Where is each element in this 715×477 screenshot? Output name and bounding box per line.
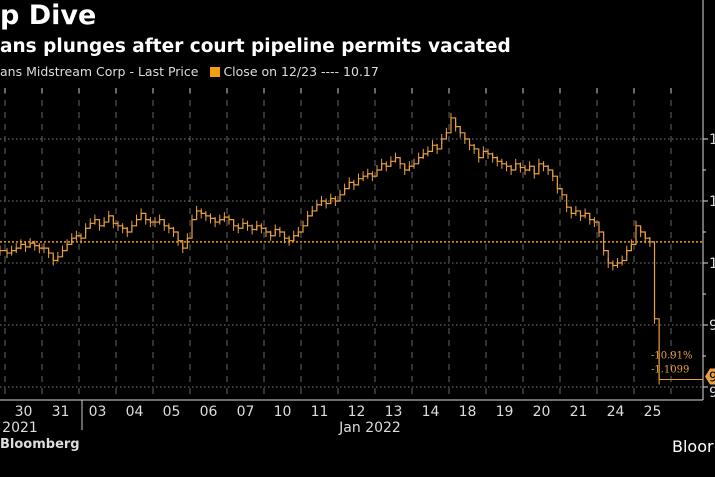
x-tick-label: 13 [385,404,403,420]
chart-title: p Dive [0,0,97,31]
x-year-label: 2021 [2,420,38,436]
x-tick-label: 07 [237,404,255,420]
legend-swatch-close [210,67,221,77]
x-tick-label: 04 [126,404,144,420]
legend-item-close: Close on 12/23 ---- 10.17 [223,64,379,79]
last-value-badge [705,368,715,385]
change-value-label: -1.1099 [651,365,689,376]
x-tick-label: 30 [15,404,33,420]
x-tick-label: 14 [422,404,440,420]
x-tick-label: 24 [607,404,625,420]
bloomberg-logo: Bloor [672,437,714,456]
x-tick-label: 31 [52,404,70,420]
y-tick-label: 1 [709,132,715,148]
x-tick-label: 10 [274,404,292,420]
x-tick-label: 11 [311,404,329,420]
chart-subtitle: ans plunges after court pipeline permits… [0,36,511,57]
x-tick-label: 12 [348,404,366,420]
x-tick-label: 05 [163,404,181,420]
y-tick-label: 9 [709,318,715,334]
y-tick-label: 1 [709,256,715,272]
legend-item-last-price: ans Midstream Corp - Last Price [0,64,199,79]
y-tick-label: 1 [709,194,715,210]
x-tick-label: 03 [89,404,107,420]
last-value-label: 9 [709,371,715,386]
x-tick-label: 19 [496,404,514,420]
x-tick-label: 21 [570,404,588,420]
change-percent-label: -10.91% [651,351,693,362]
x-tick-label: 06 [200,404,218,420]
x-tick-label: 25 [644,404,662,420]
y-tick-label: 9 [709,385,715,401]
x-year-label: Jan 2022 [338,420,401,436]
x-tick-label: 18 [459,404,477,420]
x-tick-label: 20 [533,404,551,420]
legend: ans Midstream Corp - Last Price Close on… [0,64,379,80]
source-label: Bloomberg [0,437,80,452]
